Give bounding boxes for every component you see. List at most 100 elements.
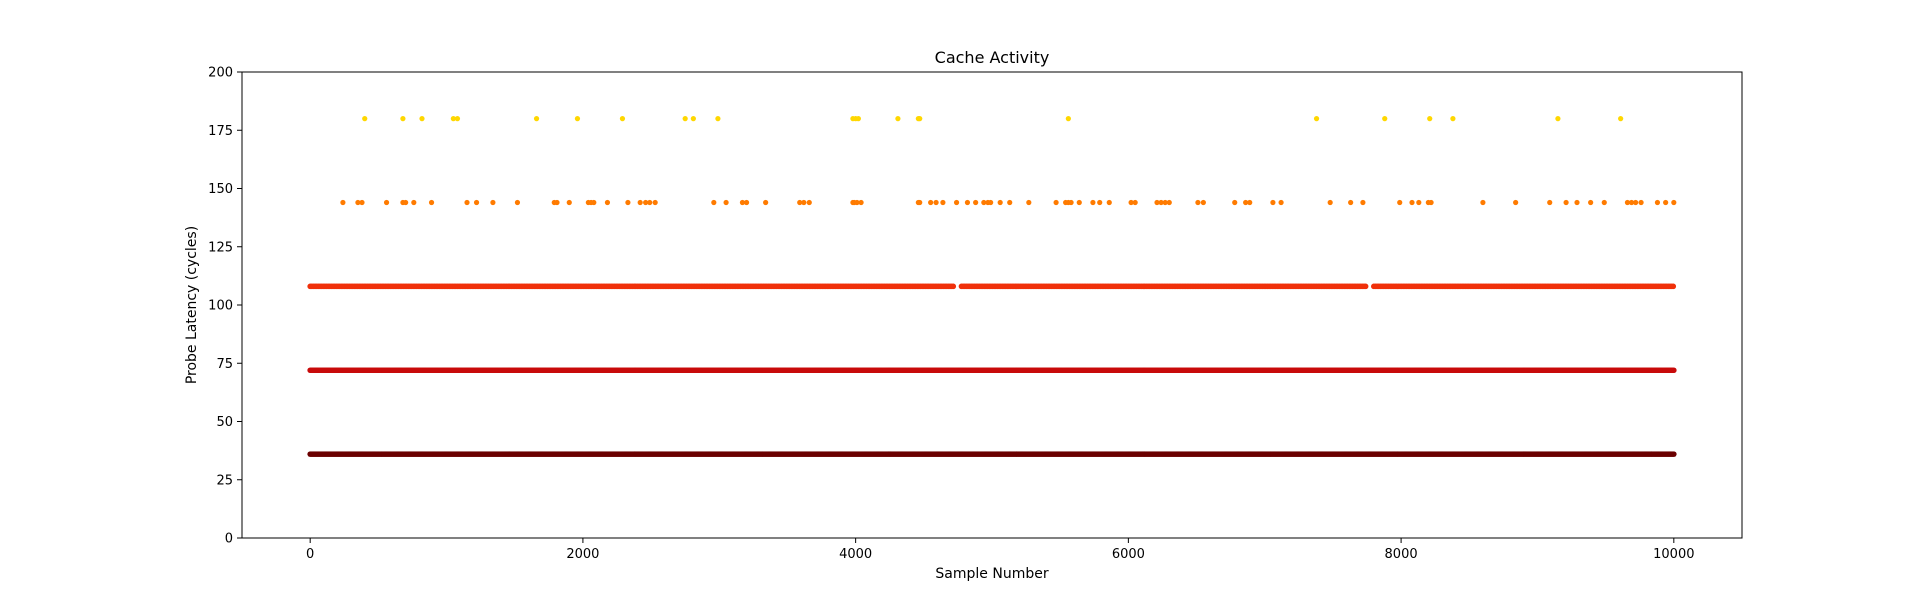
y-tick-label: 25 — [216, 473, 233, 488]
data-point-180 — [1427, 116, 1433, 122]
data-point-144 — [1397, 199, 1403, 206]
data-point-144 — [566, 199, 572, 206]
x-axis: 0 2000 4000 6000 8000 10000 — [306, 538, 1694, 562]
data-point-180 — [682, 116, 688, 122]
data-point-144 — [1076, 199, 1082, 206]
data-point-144 — [1154, 199, 1160, 206]
data-point-144 — [1601, 199, 1607, 206]
data-point-144 — [806, 199, 812, 206]
y-tick-label: 200 — [208, 66, 233, 81]
data-point-180 — [1313, 116, 1320, 122]
data-point-144 — [1480, 199, 1486, 206]
data-point-144 — [797, 199, 803, 206]
x-axis-label: Sample Number — [935, 566, 1048, 582]
data-point-144 — [858, 199, 864, 206]
chart-title: Cache Activity — [935, 48, 1050, 67]
data-point-180 — [400, 116, 406, 122]
data-point-180 — [1618, 116, 1624, 122]
data-point-144 — [940, 199, 946, 206]
data-point-144 — [1243, 199, 1249, 206]
data-point-144 — [917, 199, 923, 206]
data-point-144 — [1638, 199, 1644, 206]
data-point-180 — [917, 116, 923, 122]
data-point-144 — [625, 199, 631, 206]
data-point-144 — [1628, 199, 1635, 206]
data-point-144 — [411, 199, 417, 206]
data-point-144 — [1200, 199, 1206, 206]
data-point-36 — [1671, 451, 1677, 457]
data-point-144 — [743, 199, 750, 206]
data-point-180 — [715, 116, 721, 122]
data-point-144 — [964, 199, 971, 206]
data-point-144 — [1097, 199, 1103, 206]
data-point-144 — [355, 199, 361, 206]
data-point-144 — [554, 199, 560, 206]
y-axis: 0 25 50 75 100 125 150 175 200 — [208, 66, 242, 547]
data-point-144 — [1278, 199, 1284, 206]
data-point-144 — [997, 199, 1003, 206]
x-tick-label: 0 — [306, 547, 314, 562]
data-point-180 — [895, 116, 901, 122]
data-point-144 — [652, 199, 658, 206]
y-tick-label: 50 — [216, 415, 233, 430]
data-point-144 — [643, 199, 649, 206]
data-point-144 — [340, 199, 346, 206]
data-point-144 — [514, 199, 521, 206]
data-point-144 — [953, 199, 960, 206]
data-point-144 — [1624, 199, 1631, 206]
data-point-144 — [1090, 199, 1096, 206]
data-point-144 — [591, 199, 597, 206]
x-tick-label: 6000 — [1112, 547, 1145, 562]
data-point-144 — [647, 199, 653, 206]
data-point-180 — [1382, 116, 1388, 122]
data-point-144 — [403, 199, 409, 206]
data-point-180 — [690, 116, 696, 122]
data-point-144 — [933, 199, 939, 206]
data-point-144 — [1633, 199, 1639, 206]
y-tick-label: 175 — [208, 124, 233, 139]
data-point-144 — [1158, 199, 1164, 206]
data-point-108 — [950, 283, 957, 290]
data-point-144 — [1654, 199, 1661, 206]
data-point-144 — [1053, 199, 1059, 206]
data-point-144 — [1513, 199, 1519, 206]
y-tick-label: 125 — [208, 240, 233, 255]
data-point-144 — [711, 199, 717, 206]
data-point-144 — [1195, 199, 1201, 206]
data-point-144 — [1166, 199, 1172, 206]
data-point-144 — [1132, 199, 1138, 206]
x-tick-label: 8000 — [1385, 547, 1418, 562]
data-point-144 — [1348, 199, 1354, 206]
data-point-144 — [1360, 199, 1366, 206]
x-tick-label: 2000 — [566, 547, 599, 562]
data-point-144 — [1663, 199, 1669, 206]
data-point-144 — [801, 199, 807, 206]
data-point-144 — [637, 199, 643, 206]
data-point-144 — [854, 199, 860, 206]
x-tick-label: 4000 — [839, 547, 872, 562]
data-point-180 — [1555, 116, 1561, 122]
data-point-144 — [464, 199, 470, 206]
y-tick-label: 75 — [216, 357, 233, 372]
data-point-144 — [1270, 199, 1276, 206]
data-point-144 — [428, 199, 435, 206]
data-point-144 — [1232, 199, 1238, 206]
data-point-144 — [1563, 199, 1569, 206]
y-axis-label: Probe Latency (cycles) — [184, 226, 200, 384]
data-point-144 — [1409, 199, 1415, 206]
data-point-144 — [928, 199, 934, 206]
data-point-144 — [1327, 199, 1333, 206]
data-point-144 — [1247, 199, 1253, 206]
data-point-180 — [419, 116, 425, 122]
data-point-144 — [490, 199, 496, 206]
data-point-144 — [383, 199, 390, 206]
data-point-144 — [973, 199, 979, 206]
data-point-180 — [454, 116, 461, 122]
data-point-180 — [533, 116, 540, 122]
data-point-144 — [1574, 199, 1580, 206]
data-point-144 — [1068, 199, 1074, 206]
data-point-144 — [739, 199, 746, 206]
y-tick-label: 100 — [208, 299, 233, 314]
data-point-180 — [574, 116, 581, 122]
